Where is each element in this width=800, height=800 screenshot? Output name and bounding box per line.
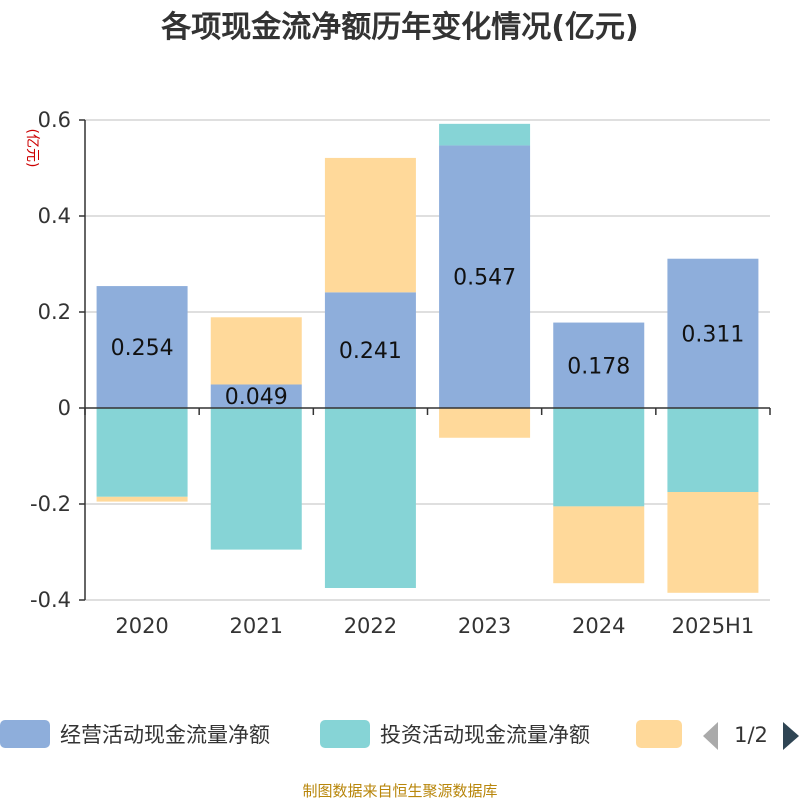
- bar-series1-2022[interactable]: [324, 408, 416, 588]
- bar-series1-2023[interactable]: [439, 123, 531, 146]
- bar-series1-2024[interactable]: [553, 408, 645, 507]
- bar-series0-2021[interactable]: [210, 384, 302, 408]
- x-tick-label: 2024: [572, 614, 625, 638]
- data-label-2021: 0.049: [225, 385, 288, 410]
- bar-series2-2021[interactable]: [210, 317, 302, 385]
- legend-label-investing: 投资活动现金流量净额: [380, 723, 590, 747]
- y-tick-label: 0.6: [38, 108, 71, 132]
- gridlines: [85, 119, 770, 601]
- y-tick-label: 0.2: [38, 300, 71, 324]
- y-tick-label: 0: [58, 396, 71, 420]
- x-tick-label: 2023: [458, 614, 511, 638]
- x-tick-label: 2022: [344, 614, 397, 638]
- legend-label-operating: 经营活动现金流量净额: [60, 723, 270, 747]
- data-label-2023: 0.547: [453, 266, 516, 291]
- x-tick-label: 2020: [115, 614, 168, 638]
- bar-series0-2025H1[interactable]: [667, 258, 759, 408]
- bar-series2-2025H1[interactable]: [667, 492, 759, 593]
- bar-series0-2022[interactable]: [324, 292, 416, 408]
- axes: -0.4 -0.2 0 0.2 0.4 0.6 2020 2021 2022 2023 2024 20…: [30, 108, 771, 638]
- legend: 经营活动现金流量净额 投资活动现金流量净额 1/2: [0, 720, 799, 750]
- legend-prev-page-icon[interactable]: [703, 722, 718, 750]
- bar-series2-2023[interactable]: [439, 408, 531, 438]
- data-label-2025H1: 0.311: [681, 322, 744, 347]
- legend-item-operating[interactable]: 经营活动现金流量净额: [0, 720, 270, 748]
- y-tick-label: -0.4: [30, 588, 71, 612]
- bar-series1-2020[interactable]: [96, 408, 188, 497]
- bar-series0-2024[interactable]: [553, 322, 645, 408]
- bar-series2-2020[interactable]: [96, 496, 188, 502]
- legend-swatch-operating: [0, 720, 50, 748]
- chart-title: 各项现金流净额历年变化情况(亿元): [160, 10, 638, 45]
- bar-series1-2021[interactable]: [210, 408, 302, 550]
- x-tick-label: 2025H1: [672, 614, 755, 638]
- legend-page-indicator: 1/2: [734, 723, 768, 747]
- bar-series0-2023[interactable]: [439, 145, 531, 408]
- bar-series1-2025H1[interactable]: [667, 408, 759, 492]
- legend-item-investing[interactable]: 投资活动现金流量净额: [320, 720, 590, 748]
- data-source: 制图数据来自恒生聚源数据库: [302, 782, 497, 800]
- legend-next-page-icon[interactable]: [783, 722, 799, 750]
- x-tick-label: 2021: [230, 614, 283, 638]
- bar-series2-2024[interactable]: [553, 506, 645, 584]
- legend-swatch-investing: [320, 720, 370, 748]
- y-axis-unit: (亿元): [24, 129, 40, 168]
- data-label-2022: 0.241: [339, 339, 402, 364]
- bar-series2-2022[interactable]: [324, 157, 416, 293]
- legend-swatch-third: [636, 720, 682, 748]
- bars: [96, 123, 759, 593]
- legend-item-third[interactable]: [636, 720, 682, 748]
- y-tick-label: 0.4: [38, 204, 71, 228]
- data-label-2020: 0.254: [111, 336, 174, 361]
- y-tick-label: -0.2: [30, 492, 71, 516]
- data-label-2024: 0.178: [567, 354, 630, 379]
- bar-series0-2020[interactable]: [96, 286, 188, 408]
- data-labels: 0.254 0.049 0.241 0.547 0.178 0.311: [111, 266, 745, 411]
